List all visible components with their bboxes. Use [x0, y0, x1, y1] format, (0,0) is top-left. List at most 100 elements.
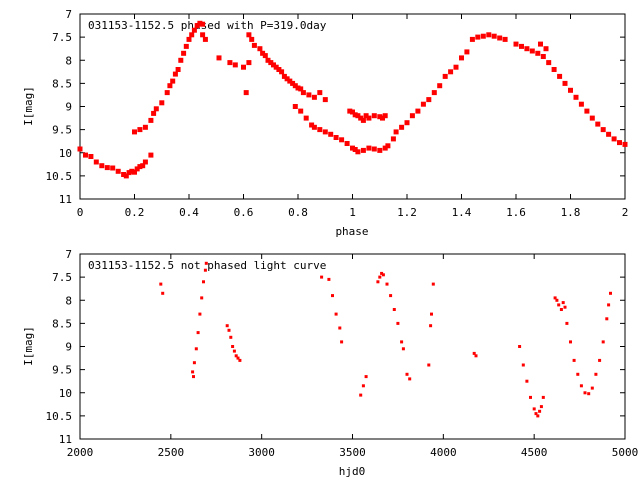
y-tick-label: 10.5	[46, 170, 73, 183]
data-point	[437, 83, 443, 89]
x-tick-label: 2500	[158, 446, 185, 459]
data-point	[390, 136, 396, 142]
data-point	[200, 296, 204, 300]
data-point	[448, 69, 454, 75]
y-tick-label: 7	[65, 248, 72, 261]
data-point	[311, 94, 317, 100]
y-tick-label: 9	[65, 101, 72, 114]
plot-frame-phased	[79, 13, 626, 200]
data-point	[203, 268, 207, 272]
data-point	[377, 114, 383, 120]
data-point	[132, 129, 137, 135]
data-point	[83, 152, 88, 158]
data-point	[475, 34, 481, 40]
data-point	[334, 312, 338, 316]
data-point	[579, 384, 583, 388]
data-point	[134, 166, 140, 172]
data-point	[559, 308, 563, 311]
data-point	[292, 104, 298, 109]
data-point	[126, 170, 132, 176]
data-point	[352, 147, 358, 152]
data-point	[290, 80, 296, 86]
data-point	[376, 280, 380, 284]
data-point	[529, 48, 535, 54]
data-point	[172, 71, 178, 77]
data-point	[392, 308, 396, 311]
data-point	[137, 164, 143, 170]
ylabel-phased: I[mag]	[22, 86, 35, 126]
data-point	[431, 90, 437, 96]
data-point	[359, 393, 363, 397]
data-point	[268, 60, 274, 66]
data-point	[311, 124, 317, 130]
data-point	[161, 291, 165, 295]
x-tick-label: 4000	[430, 446, 457, 459]
data-point	[227, 60, 233, 66]
data-point	[257, 46, 263, 52]
data-point	[284, 76, 290, 82]
data-point	[178, 57, 184, 63]
data-point	[231, 345, 235, 348]
data-point	[543, 46, 549, 52]
data-point	[378, 275, 382, 279]
data-point	[347, 108, 353, 114]
x-tick-label: 0.4	[179, 206, 199, 219]
data-point	[464, 49, 470, 55]
data-point	[322, 97, 328, 103]
data-point	[191, 370, 195, 374]
xlabel-unphased: hjd0	[339, 465, 366, 478]
x-tick-label: 1	[349, 206, 356, 219]
data-point	[265, 57, 271, 63]
data-point	[393, 129, 399, 135]
data-point	[148, 152, 154, 158]
y-tick-label: 11	[59, 433, 72, 446]
data-point	[249, 36, 255, 42]
data-point	[164, 90, 170, 96]
ticks-unphased: 2000 2500 3000 3500 4000 4500 5000 7 7.5 8 8.5 9 9.5…	[46, 248, 639, 459]
x-tick-label: 4500	[521, 446, 548, 459]
xlabel-phased: phase	[335, 225, 368, 238]
data-point	[430, 312, 433, 316]
data-point	[360, 117, 366, 123]
data-point	[204, 261, 208, 265]
data-point	[380, 115, 385, 121]
data-point	[360, 147, 366, 153]
data-point	[578, 101, 584, 107]
x-tick-label: 1.6	[506, 206, 526, 219]
data-point	[77, 146, 83, 152]
data-point	[123, 173, 129, 179]
data-point	[287, 78, 293, 84]
data-point	[202, 280, 205, 284]
y-tick-label: 8	[65, 54, 72, 67]
data-point	[557, 73, 563, 79]
data-point	[196, 331, 200, 335]
points-phased	[77, 20, 628, 179]
data-point	[521, 363, 525, 367]
data-point	[328, 131, 334, 137]
data-point	[519, 43, 524, 49]
x-tick-label: 2	[622, 206, 629, 219]
data-point	[382, 113, 388, 119]
data-point	[385, 143, 391, 149]
data-point	[298, 108, 304, 114]
data-point	[175, 67, 181, 72]
data-point	[339, 137, 345, 143]
data-point	[557, 303, 561, 307]
data-point	[142, 124, 148, 130]
data-point	[534, 412, 538, 416]
ylabel-unphased: I[mag]	[22, 326, 35, 366]
data-point	[322, 129, 328, 135]
data-point	[317, 127, 323, 133]
data-point	[491, 33, 497, 39]
title-unphased: 031153-1152.5 not phased light curve	[88, 259, 326, 272]
data-point	[600, 127, 606, 133]
x-tick-label: 1.2	[397, 206, 417, 219]
title-phased: 031153-1152.5 phased with P=319.0day	[88, 19, 327, 32]
data-point	[568, 87, 573, 93]
data-point	[366, 115, 372, 121]
data-point	[546, 60, 552, 66]
data-point	[584, 108, 590, 114]
data-point	[539, 405, 543, 409]
x-tick-label: 1.8	[561, 206, 581, 219]
data-point	[246, 60, 252, 66]
